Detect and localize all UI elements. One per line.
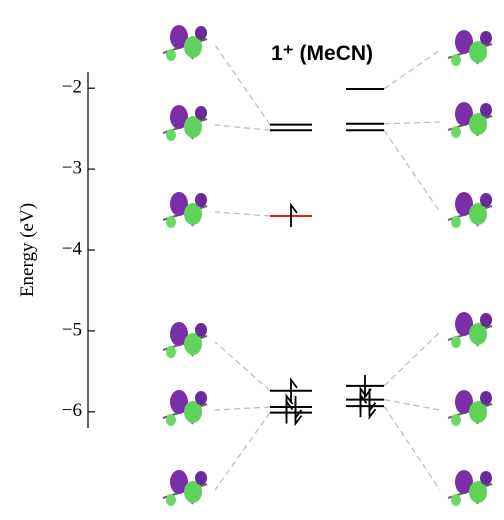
orbital-lobe bbox=[195, 106, 207, 120]
orbital-lobe bbox=[451, 494, 461, 506]
y-tick-label: −2 bbox=[62, 77, 82, 98]
chart-title: 1⁺ (MeCN) bbox=[271, 42, 373, 65]
connector bbox=[215, 407, 270, 410]
molecule-image bbox=[448, 312, 492, 348]
orbital-lobe bbox=[451, 414, 461, 426]
y-tick-label: −5 bbox=[62, 319, 82, 340]
orbital-lobe bbox=[451, 54, 461, 66]
connector bbox=[215, 413, 270, 490]
y-tick-label: −4 bbox=[62, 238, 83, 259]
molecule-image bbox=[163, 105, 207, 141]
molecule-image bbox=[163, 322, 207, 358]
molecule-image bbox=[448, 192, 492, 228]
orbital-lobe bbox=[166, 494, 176, 506]
connector bbox=[384, 406, 440, 490]
y-tick-label: −3 bbox=[62, 157, 82, 178]
orbital-lobe bbox=[480, 103, 492, 117]
connector bbox=[384, 400, 440, 410]
molecule-image bbox=[163, 192, 207, 228]
orbital-lobe bbox=[195, 391, 207, 405]
orbital-lobe bbox=[195, 193, 207, 207]
molecule-image bbox=[448, 470, 492, 506]
orbital-lobe bbox=[480, 193, 492, 207]
orbital-lobe bbox=[166, 216, 176, 228]
orbital-lobe bbox=[195, 323, 207, 337]
connector bbox=[384, 50, 440, 89]
orbital-lobe bbox=[480, 471, 492, 485]
orbital-lobe bbox=[480, 391, 492, 405]
connector bbox=[215, 342, 270, 391]
molecule-image bbox=[448, 390, 492, 426]
molecule-image bbox=[448, 30, 492, 66]
orbital-lobe bbox=[451, 336, 461, 348]
orbital-lobe bbox=[166, 49, 176, 61]
connector bbox=[215, 212, 270, 216]
molecule-image bbox=[163, 470, 207, 506]
molecule-image bbox=[163, 390, 207, 426]
orbital-lobe bbox=[451, 126, 461, 138]
chart: 1⁺ (MeCN) Energy (eV) −2 −3 −4 −5 −6 bbox=[0, 0, 504, 520]
orbital-lobe bbox=[480, 313, 492, 327]
connector bbox=[384, 332, 440, 386]
orbital-lobe bbox=[195, 26, 207, 40]
connector bbox=[215, 45, 270, 125]
orbital-lobe bbox=[480, 31, 492, 45]
connector bbox=[215, 125, 270, 130]
molecule-image bbox=[448, 102, 492, 138]
orbital-lobe bbox=[451, 216, 461, 228]
orbital-lobe bbox=[166, 346, 176, 358]
orbital-lobe bbox=[166, 414, 176, 426]
orbital-lobe bbox=[166, 129, 176, 141]
y-axis-label: Energy (eV) bbox=[17, 203, 38, 297]
orbital-lobe bbox=[195, 471, 207, 485]
molecule-image bbox=[163, 25, 207, 61]
connector bbox=[384, 122, 440, 124]
y-tick-label: −6 bbox=[62, 400, 82, 421]
connector bbox=[384, 130, 440, 212]
